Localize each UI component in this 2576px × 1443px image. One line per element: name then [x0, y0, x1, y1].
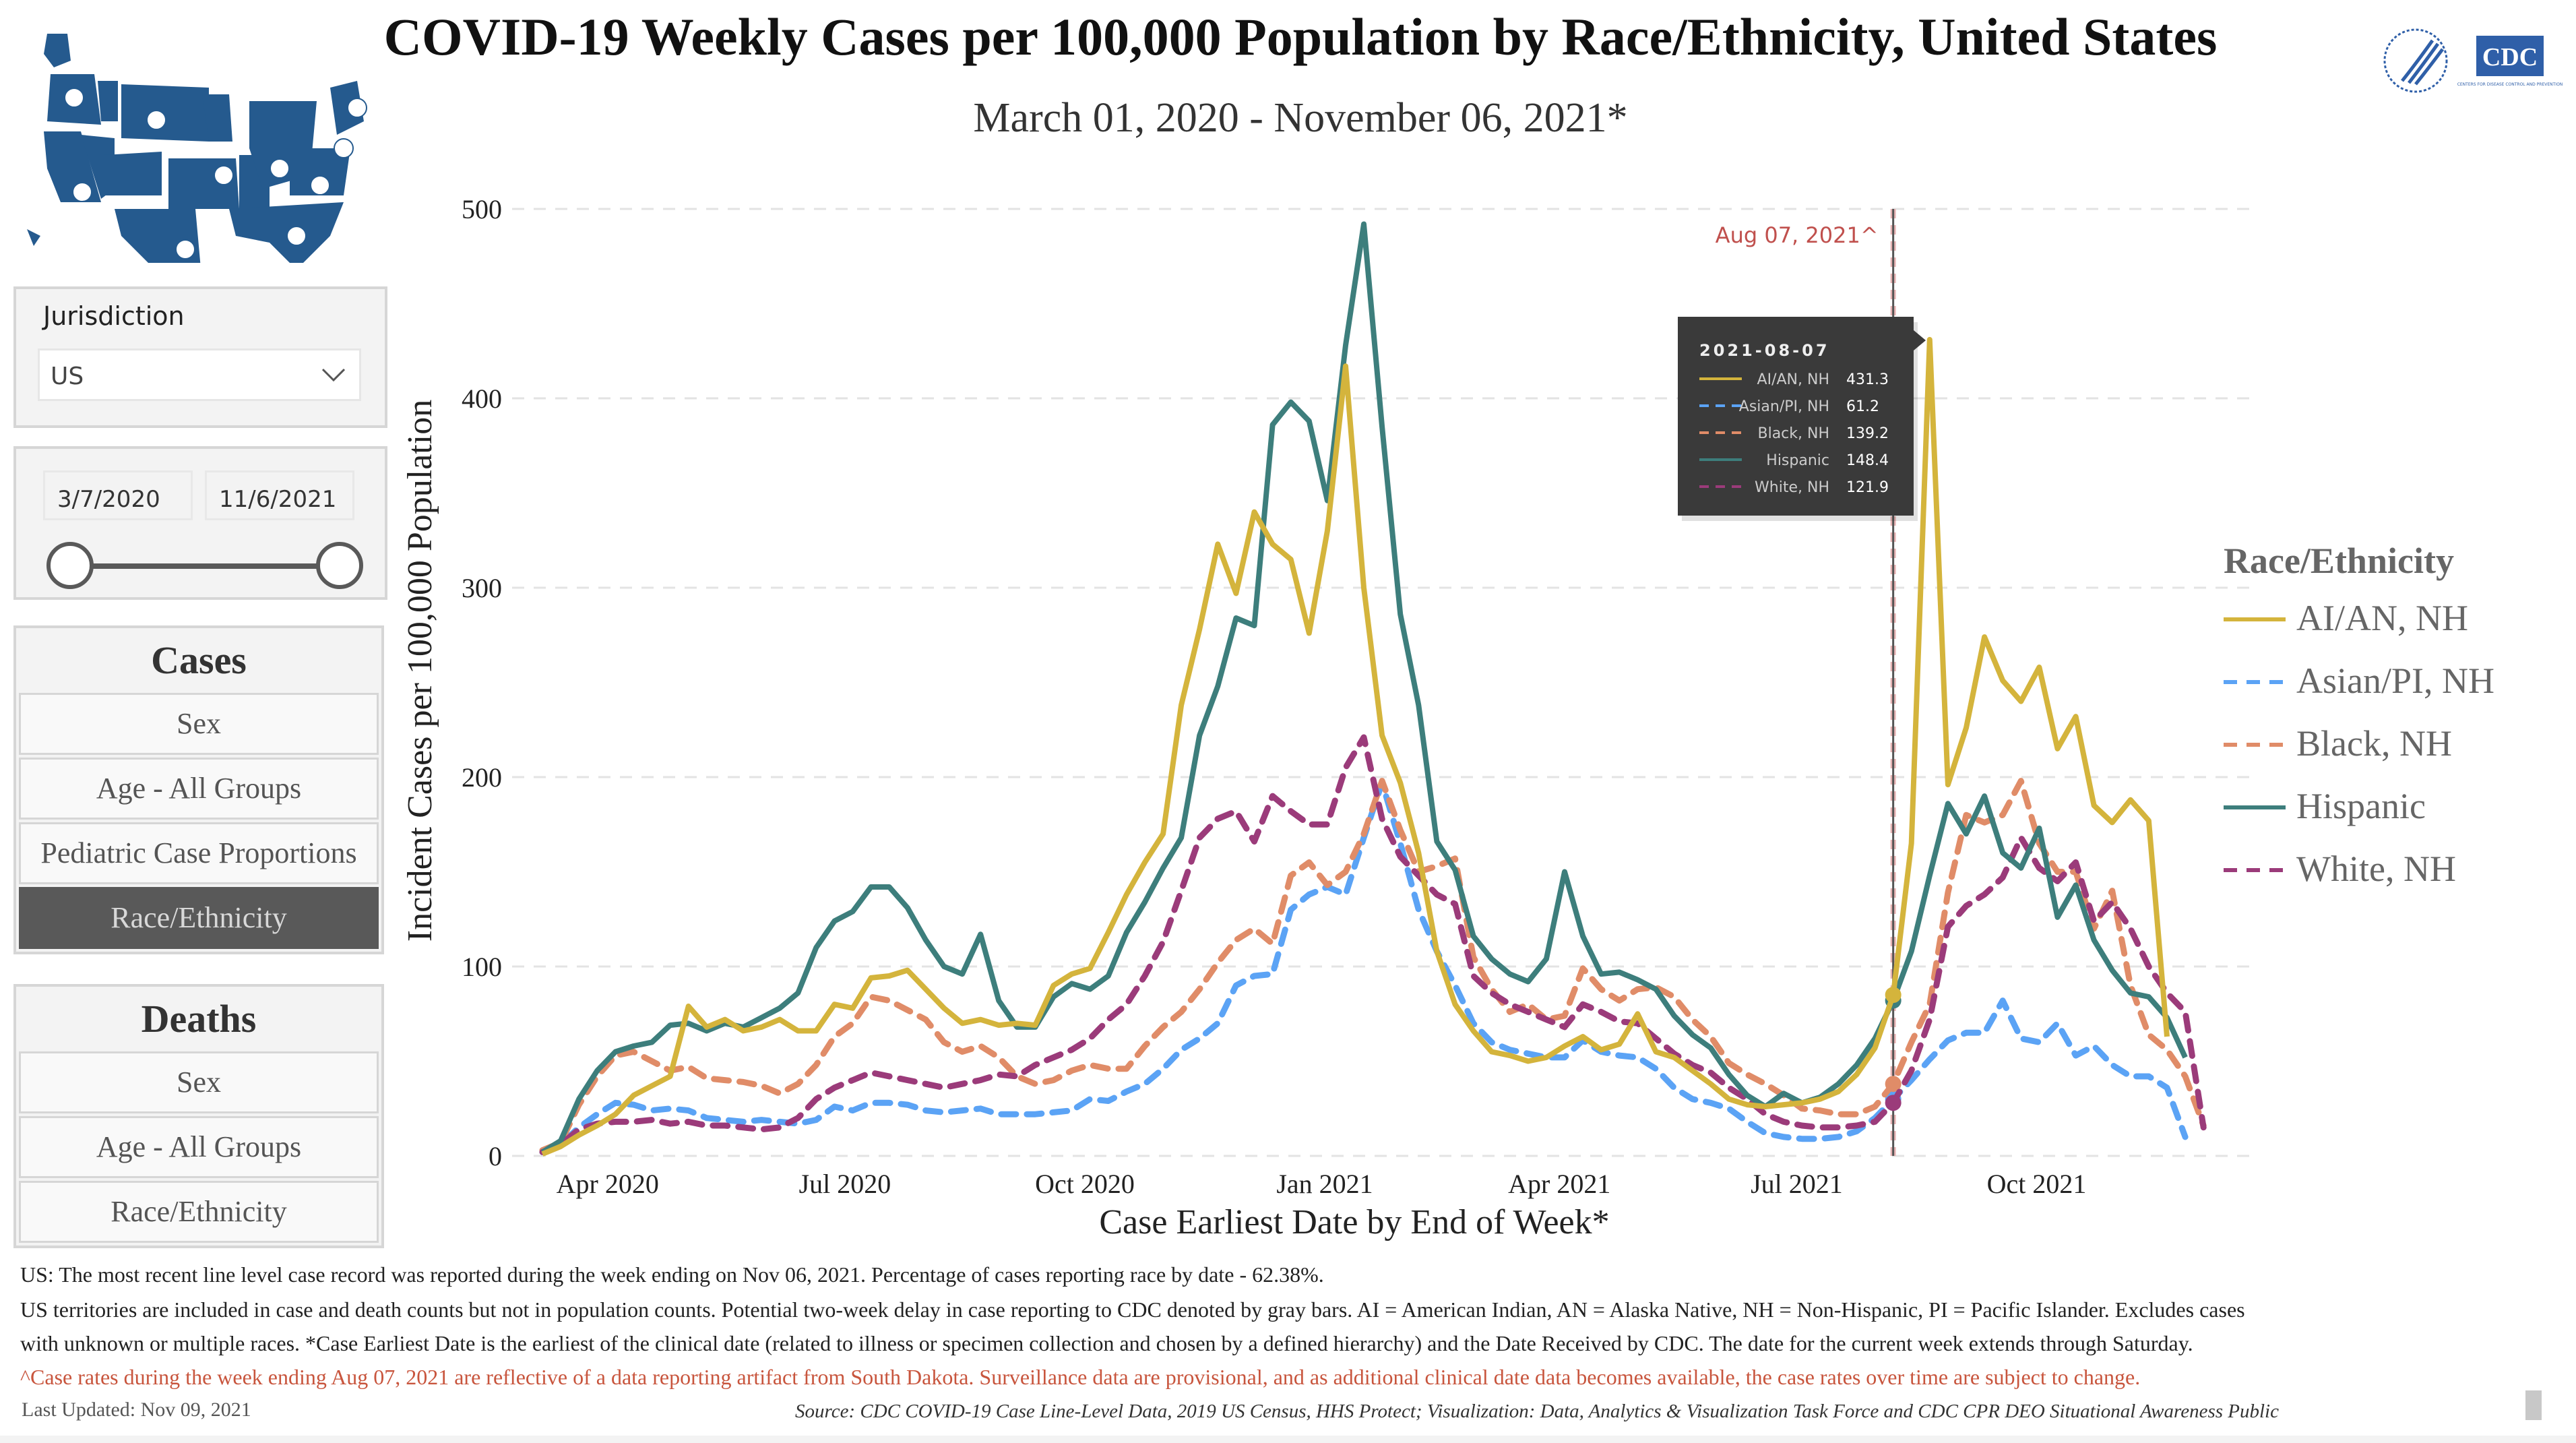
legend-item[interactable]: White, NH	[2296, 849, 2456, 889]
bottom-bar	[0, 1436, 2576, 1443]
start-date-input[interactable]: 3/7/2020	[43, 470, 193, 520]
tooltip-series-value: 148.4	[1846, 452, 1889, 469]
legend-title: Race/Ethnicity	[2224, 541, 2454, 581]
deaths-heading: Deaths	[141, 997, 257, 1041]
x-tick-label: Apr 2021	[1508, 1169, 1610, 1199]
tooltip: 2021-08-07 AI/AN, NH 431.3 Asian/PI, NH 61.2…	[1678, 317, 1926, 521]
line-chart: 0 100 200 300 400 500 Apr 2020 Jul 2020 Oct 202…	[401, 194, 2494, 1241]
jurisdiction-panel: Jurisdiction US	[13, 286, 387, 428]
footer-note-2: US territories are included in case and …	[20, 1297, 2245, 1322]
x-tick-label: Oct 2020	[1035, 1169, 1135, 1199]
cdc-logo-icon: CDC CENTERS FOR DISEASE CONTROL AND PREV…	[2457, 36, 2563, 87]
cases-race-ethnicity-button[interactable]: Race/Ethnicity	[19, 887, 379, 949]
series-line-ai-an-nh[interactable]	[541, 336, 2170, 1157]
tooltip-series-name: AI/AN, NH	[1757, 371, 1829, 388]
series-lines	[539, 221, 2207, 1157]
date-slider-end-handle[interactable]	[316, 542, 363, 589]
legend-item[interactable]: AI/AN, NH	[2296, 598, 2468, 638]
y-axis-title: Incident Cases per 100,000 Population	[401, 400, 439, 942]
map-states	[27, 34, 364, 263]
legend-item[interactable]: Asian/PI, NH	[2296, 661, 2494, 701]
date-slider-start-handle[interactable]	[46, 542, 94, 589]
gridlines	[512, 208, 2251, 1157]
us-regions-map-icon[interactable]	[7, 13, 371, 263]
y-tick-label: 500	[462, 194, 502, 224]
y-tick-label: 200	[462, 762, 502, 793]
tooltip-series-value: 431.3	[1846, 371, 1889, 388]
legend-item[interactable]: Black, NH	[2296, 723, 2452, 764]
x-tick-label: Apr 2020	[557, 1169, 659, 1199]
last-updated: Last Updated: Nov 09, 2021	[22, 1399, 251, 1421]
hover-point-black-nh[interactable]	[1885, 1076, 1902, 1093]
page-subtitle: March 01, 2020 - November 06, 2021*	[973, 95, 1628, 141]
tooltip-series-value: 139.2	[1846, 425, 1889, 442]
jurisdiction-label: Jurisdiction	[43, 301, 185, 331]
jurisdiction-dropdown[interactable]: US	[38, 348, 361, 401]
hhs-seal-icon	[2383, 28, 2448, 93]
series-line-black-nh[interactable]	[539, 778, 2207, 1154]
tooltip-date: 2021-08-07	[1699, 341, 1830, 360]
source-note: Source: CDC COVID-19 Case Line-Level Dat…	[795, 1401, 2279, 1422]
x-axis-ticks: Apr 2020 Jul 2020 Oct 2020 Jan 2021 Apr 2021…	[557, 1169, 2087, 1199]
series-line-hispanic[interactable]	[540, 221, 2188, 1155]
tooltip-pointer	[1914, 330, 1926, 350]
tooltip-series-value: 61.2	[1846, 398, 1879, 415]
deaths-sex-button[interactable]: Sex	[19, 1051, 379, 1113]
tooltip-series-name: Black, NH	[1757, 425, 1829, 442]
x-tick-label: Jul 2020	[799, 1169, 891, 1199]
scrollbar-thumb[interactable]	[2525, 1390, 2542, 1420]
footer-note-artifact: ^Case rates during the week ending Aug 0…	[20, 1365, 2141, 1389]
x-tick-label: Oct 2021	[1987, 1169, 2087, 1199]
x-tick-label: Jul 2021	[1751, 1169, 1843, 1199]
x-tick-label: Jan 2021	[1276, 1169, 1373, 1199]
tooltip-series-name: Hispanic	[1766, 452, 1829, 469]
jurisdiction-value: US	[51, 363, 84, 390]
footer-note-3: with unknown or multiple races. *Case Ea…	[20, 1331, 2193, 1355]
deaths-menu: Deaths Sex Age - All Groups Race/Ethnici…	[13, 984, 384, 1248]
y-tick-label: 0	[489, 1141, 502, 1171]
tooltip-series-name: White, NH	[1755, 479, 1829, 496]
series-line-white-nh[interactable]	[539, 734, 2207, 1155]
legend-item[interactable]: Hispanic	[2296, 786, 2426, 826]
reference-line-label: Aug 07, 2021^	[1716, 222, 1879, 248]
legend: Race/Ethnicity AI/AN, NH Asian/PI, NH Black…	[2224, 541, 2494, 889]
y-axis-ticks: 0 100 200 300 400 500	[462, 194, 502, 1171]
cases-age-button[interactable]: Age - All Groups	[19, 758, 379, 820]
svg-text:CDC: CDC	[2482, 43, 2538, 71]
date-range-panel: 3/7/2020 11/6/2021	[13, 446, 387, 600]
chevron-down-icon	[321, 368, 346, 382]
end-date-input[interactable]: 11/6/2021	[205, 470, 354, 520]
deaths-race-ethnicity-button[interactable]: Race/Ethnicity	[19, 1181, 379, 1243]
cases-sex-button[interactable]: Sex	[19, 693, 379, 755]
series-line-asian-pi-nh[interactable]	[539, 779, 2189, 1155]
tooltip-series-name: Asian/PI, NH	[1739, 398, 1829, 415]
svg-text:CENTERS FOR DISEASE CONTROL AN: CENTERS FOR DISEASE CONTROL AND PREVENTI…	[2457, 82, 2563, 87]
y-tick-label: 400	[462, 383, 502, 414]
page-title: COVID-19 Weekly Cases per 100,000 Popula…	[383, 7, 2218, 66]
x-axis-title: Case Earliest Date by End of Week*	[1099, 1203, 1609, 1241]
y-tick-label: 300	[462, 573, 502, 603]
deaths-age-button[interactable]: Age - All Groups	[19, 1116, 379, 1178]
footer-note-1: US: The most recent line level case reco…	[20, 1262, 1324, 1287]
tooltip-series-value: 121.9	[1846, 479, 1889, 496]
cases-heading: Cases	[151, 638, 247, 682]
date-slider-track[interactable]	[70, 563, 346, 569]
y-tick-label: 100	[462, 952, 502, 982]
cases-menu: Cases Sex Age - All Groups Pediatric Cas…	[13, 625, 384, 954]
cases-pediatric-button[interactable]: Pediatric Case Proportions	[19, 822, 379, 884]
agency-logos: CDC CENTERS FOR DISEASE CONTROL AND PREV…	[2383, 28, 2563, 93]
hover-point-ai-an-nh[interactable]	[1885, 987, 1902, 1004]
hover-point-white-nh[interactable]	[1885, 1095, 1902, 1111]
tooltip-box	[1678, 317, 1914, 516]
region-markers	[64, 88, 367, 259]
